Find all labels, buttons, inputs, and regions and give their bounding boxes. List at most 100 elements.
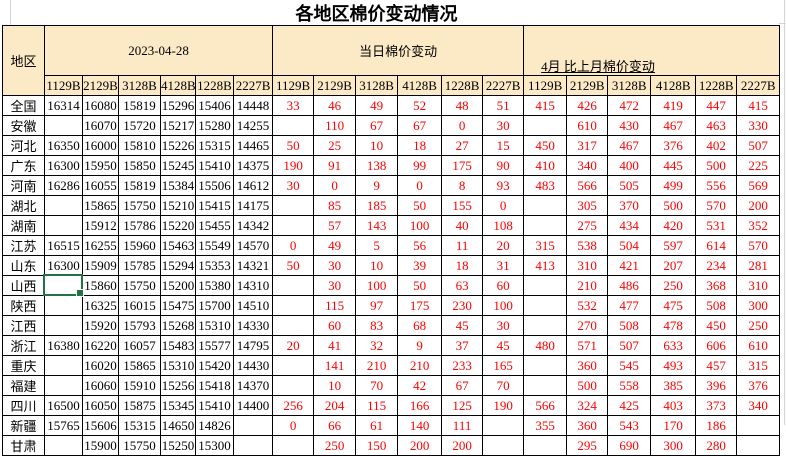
- price-cell[interactable]: [44, 315, 83, 336]
- grade-code-header[interactable]: 1228B: [695, 75, 738, 96]
- price-cell[interactable]: 475: [650, 295, 697, 316]
- price-cell[interactable]: 30: [482, 115, 525, 136]
- price-cell[interactable]: 16000: [82, 135, 119, 156]
- price-cell[interactable]: 606: [695, 335, 738, 356]
- price-cell[interactable]: 15384: [160, 175, 196, 196]
- price-cell[interactable]: 16057: [118, 335, 161, 356]
- price-cell[interactable]: 15345: [160, 395, 196, 416]
- price-cell[interactable]: [44, 355, 83, 376]
- price-cell[interactable]: 16050: [82, 395, 119, 416]
- grade-code-header[interactable]: 3128B: [607, 75, 652, 96]
- price-cell[interactable]: [44, 115, 83, 136]
- price-cell[interactable]: 545: [607, 355, 652, 376]
- price-cell[interactable]: 46: [313, 95, 357, 116]
- price-cell[interactable]: 234: [695, 255, 738, 276]
- price-cell[interactable]: 426: [566, 95, 609, 116]
- price-cell[interactable]: 250: [650, 275, 697, 296]
- price-cell[interactable]: 360: [566, 415, 609, 436]
- region-cell[interactable]: 安徽: [2, 115, 45, 136]
- price-cell[interactable]: 15268: [160, 315, 196, 336]
- price-cell[interactable]: 16255: [82, 235, 119, 256]
- price-cell[interactable]: 15750: [118, 275, 161, 296]
- price-cell[interactable]: 531: [695, 215, 738, 236]
- price-cell[interactable]: 281: [736, 255, 781, 276]
- region-cell[interactable]: 湖南: [2, 215, 45, 236]
- price-cell[interactable]: 430: [607, 115, 652, 136]
- price-cell[interactable]: 15463: [160, 235, 196, 256]
- price-cell[interactable]: 207: [650, 255, 697, 276]
- price-cell[interactable]: 49: [355, 95, 399, 116]
- price-cell[interactable]: 15865: [118, 355, 161, 376]
- price-cell[interactable]: 150: [355, 435, 399, 456]
- grade-code-header[interactable]: 1129B: [523, 75, 568, 96]
- price-cell[interactable]: [482, 415, 525, 436]
- price-cell[interactable]: [523, 435, 568, 456]
- price-cell[interactable]: 15353: [195, 255, 234, 276]
- price-cell[interactable]: 15720: [118, 115, 161, 136]
- price-cell[interactable]: 16515: [44, 235, 83, 256]
- price-cell[interactable]: [523, 375, 568, 396]
- price-cell[interactable]: 30: [272, 175, 315, 196]
- price-cell[interactable]: 49: [313, 235, 357, 256]
- price-cell[interactable]: 14826: [195, 415, 234, 436]
- price-cell[interactable]: 610: [566, 115, 609, 136]
- fill-handle[interactable]: [76, 289, 84, 297]
- price-cell[interactable]: 115: [313, 295, 357, 316]
- price-cell[interactable]: 14570: [232, 235, 274, 256]
- price-cell[interactable]: 15960: [118, 235, 161, 256]
- price-cell[interactable]: 480: [523, 335, 568, 356]
- price-cell[interactable]: 310: [566, 255, 609, 276]
- price-cell[interactable]: 493: [650, 355, 697, 376]
- price-cell[interactable]: 566: [566, 175, 609, 196]
- price-cell[interactable]: 14330: [232, 315, 274, 336]
- grade-code-header[interactable]: 2129B: [566, 75, 609, 96]
- price-cell[interactable]: 373: [695, 395, 738, 416]
- price-cell[interactable]: 15415: [195, 195, 234, 216]
- price-cell[interactable]: 14795: [232, 335, 274, 356]
- price-cell[interactable]: 508: [695, 295, 738, 316]
- price-cell[interactable]: 67: [355, 115, 399, 136]
- price-cell[interactable]: 200: [397, 435, 443, 456]
- price-cell[interactable]: [523, 115, 568, 136]
- price-cell[interactable]: 415: [736, 95, 781, 116]
- price-cell[interactable]: 500: [566, 375, 609, 396]
- price-cell[interactable]: 10: [355, 135, 399, 156]
- price-cell[interactable]: 15860: [82, 275, 119, 296]
- price-cell[interactable]: 256: [272, 395, 315, 416]
- price-cell[interactable]: 15245: [160, 155, 196, 176]
- price-cell[interactable]: [523, 295, 568, 316]
- price-cell[interactable]: 18: [397, 135, 443, 156]
- price-cell[interactable]: 63: [441, 275, 484, 296]
- price-cell[interactable]: 230: [441, 295, 484, 316]
- price-cell[interactable]: 368: [695, 275, 738, 296]
- price-cell[interactable]: 0: [272, 415, 315, 436]
- price-cell[interactable]: 15294: [160, 255, 196, 276]
- price-cell[interactable]: [523, 355, 568, 376]
- price-cell[interactable]: 543: [607, 415, 652, 436]
- price-cell[interactable]: 445: [650, 155, 697, 176]
- price-cell[interactable]: 15220: [160, 215, 196, 236]
- price-cell[interactable]: 16300: [44, 155, 83, 176]
- price-cell[interactable]: 100: [482, 295, 525, 316]
- price-cell[interactable]: 15750: [118, 195, 161, 216]
- price-cell[interactable]: 499: [650, 175, 697, 196]
- price-cell[interactable]: 165: [482, 355, 525, 376]
- price-cell[interactable]: 457: [695, 355, 738, 376]
- price-cell[interactable]: 210: [566, 275, 609, 296]
- price-cell[interactable]: 155: [441, 195, 484, 216]
- price-cell[interactable]: 15900: [82, 435, 119, 456]
- price-cell[interactable]: 15315: [195, 135, 234, 156]
- price-cell[interactable]: [44, 295, 83, 316]
- price-cell[interactable]: 402: [695, 135, 738, 156]
- price-cell[interactable]: 556: [695, 175, 738, 196]
- price-cell[interactable]: 15606: [82, 415, 119, 436]
- price-cell[interactable]: 352: [736, 215, 781, 236]
- price-cell[interactable]: [736, 415, 781, 436]
- group-header-monthly-change[interactable]: 4月 比上月棉价变动: [523, 25, 781, 76]
- price-cell[interactable]: 507: [607, 335, 652, 356]
- price-cell[interactable]: 50: [397, 275, 443, 296]
- price-cell[interactable]: 0: [482, 195, 525, 216]
- price-cell[interactable]: 340: [566, 155, 609, 176]
- price-cell[interactable]: 210: [355, 355, 399, 376]
- price-cell[interactable]: 15950: [82, 155, 119, 176]
